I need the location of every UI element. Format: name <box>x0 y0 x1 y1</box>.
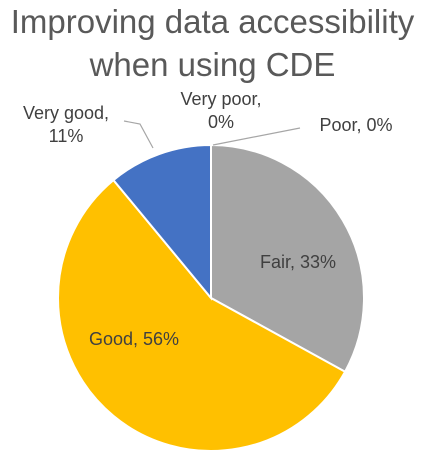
data-label-fair: Fair, 33% <box>260 252 336 272</box>
data-label-very-poor-line: 0% <box>208 112 234 132</box>
leader-line-poor <box>212 127 301 146</box>
chart-title-line-2: when using CDE <box>89 46 336 83</box>
data-label-good-line: Good, 56% <box>89 329 179 349</box>
data-labels: Fair, 33% Good, 56% Very good, 11% Very poor… <box>23 89 393 349</box>
data-label-very-good: Very good, 11% <box>23 103 109 146</box>
data-label-very-poor-line: Very poor, <box>180 89 261 109</box>
data-label-poor-line: Poor, 0% <box>319 115 392 135</box>
pie-slice-fair <box>210 143 365 374</box>
data-label-fair-line: Fair, 33% <box>260 252 336 272</box>
pie-slices <box>57 143 365 452</box>
chart-title: Improving data accessibility when using … <box>0 0 425 86</box>
data-label-very-good-line: Very good, <box>23 103 109 123</box>
leader-lines <box>123 120 301 149</box>
pie-slice-very-good <box>112 143 212 301</box>
leader-line-very-good <box>123 120 154 149</box>
data-label-poor: Poor, 0% <box>319 115 392 135</box>
pie-slice-good <box>57 178 347 452</box>
data-label-very-poor: Very poor, 0% <box>180 89 261 132</box>
data-label-good: Good, 56% <box>89 329 179 349</box>
chart-title-line-1: Improving data accessibility <box>10 3 415 40</box>
data-label-very-good-line: 11% <box>49 126 84 146</box>
